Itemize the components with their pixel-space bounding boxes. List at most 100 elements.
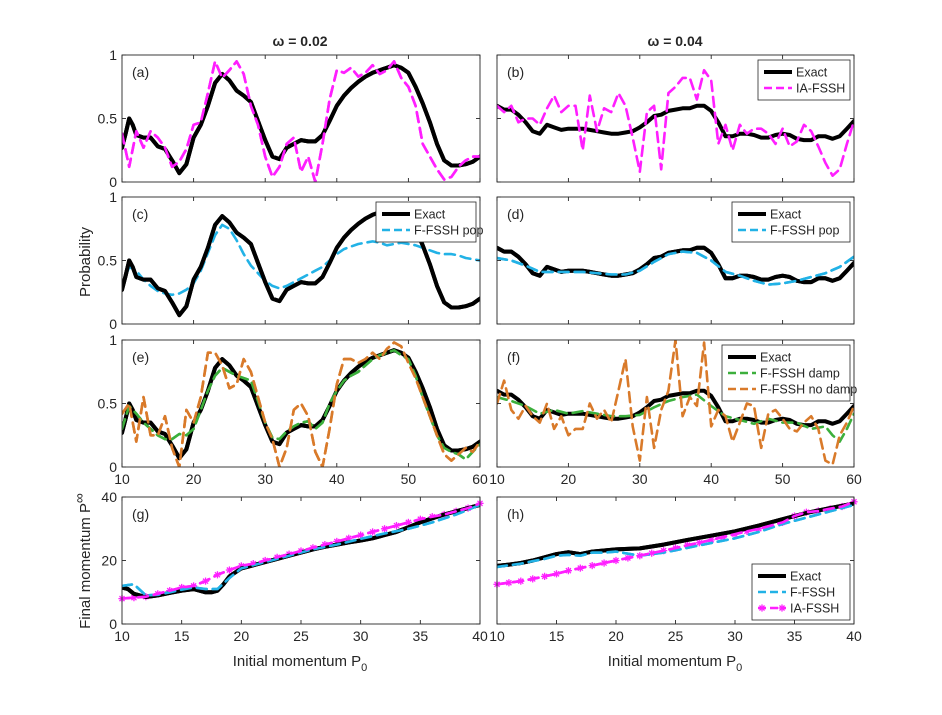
panel-b: (b) Exact IA-FSSH: [496, 54, 855, 183]
ytick-label-g-0: 0: [109, 616, 117, 632]
xlabel-right-text: Initial momentum P: [608, 653, 736, 670]
ylabel-final-momentum: Final momentum P∞: [71, 493, 94, 629]
series-line-h-ia-front: [497, 500, 854, 586]
panel-label-c: (c): [132, 206, 148, 222]
xtick-label-f-5: 60: [846, 471, 862, 487]
legend-box-c: [375, 201, 477, 243]
legend-box-d: [731, 201, 851, 243]
panel-g: 10 15 20 25 30 35 40 0 20 40 (g): [101, 489, 488, 644]
panel-h: 10 15 20 25 30 35 40 (h) Exact F-FSSH IA-FSSH: [489, 496, 862, 644]
legend-label-d-1: F-FSSH pop: [770, 224, 840, 238]
legend-box-b: [757, 59, 851, 101]
legend-h: Exact F-FSSH IA-FSSH: [751, 563, 851, 621]
panel-label-g: (g): [132, 506, 149, 522]
legend-label-b-1: IA-FSSH: [796, 82, 845, 96]
ytick-label-c-1: 0.5: [98, 253, 118, 269]
ytick-label-c-2: 1: [109, 189, 117, 205]
xtick-label-g-2: 20: [234, 628, 250, 644]
col-title-right: ω = 0.04: [647, 33, 702, 49]
xtick-label-h-2: 20: [608, 628, 624, 644]
xtick-label-f-1: 20: [561, 471, 577, 487]
xtick-label-f-0: 10: [489, 471, 505, 487]
ylabel-final-sub: ∞: [71, 493, 87, 503]
panel-e: 10 20 30 40 50 60 0 0.5 1 (e): [98, 332, 488, 487]
xtick-label-h-0: 10: [489, 628, 505, 644]
panel-label-f: (f): [507, 349, 520, 365]
xlabel-left-sub: 0: [361, 662, 367, 674]
ytick-label-g-1: 20: [101, 553, 117, 569]
panel-d: (d) Exact F-FSSH pop: [496, 196, 855, 325]
xtick-label-h-3: 25: [668, 628, 684, 644]
legend-f: Exact F-FSSH damp F-FSSH no damp: [721, 344, 857, 402]
xtick-label-h-5: 35: [787, 628, 803, 644]
xlabel-left-text: Initial momentum P: [233, 653, 361, 670]
xtick-label-g-5: 35: [413, 628, 429, 644]
panel-label-a: (a): [132, 64, 149, 80]
legend-box-h: [751, 563, 851, 621]
legend-label-c-0: Exact: [414, 208, 446, 222]
series-line-e-exact-front: [122, 348, 480, 461]
ytick-label-e-0: 0: [109, 459, 117, 475]
xtick-label-g-3: 25: [293, 628, 309, 644]
panels: 0 0.5 1 (a) (b) Exact IA-FSSH 0 0.5 1 (c) Exact F-FS…: [98, 47, 862, 644]
series-line-f-f-fssh-no-damp: [497, 340, 854, 466]
xtick-label-g-4: 30: [353, 628, 369, 644]
legend-label-f-1: F-FSSH damp: [760, 367, 840, 381]
panel-label-e: (e): [132, 349, 149, 365]
legend-marker-h-2-b: [778, 604, 786, 612]
xtick-label-h-6: 40: [846, 628, 862, 644]
ytick-label-g-2: 40: [101, 489, 117, 505]
xtick-label-e-2: 30: [257, 471, 273, 487]
xtick-label-h-1: 15: [549, 628, 565, 644]
legend-label-f-0: Exact: [760, 351, 792, 365]
series-line-c-f-fssh-pop: [122, 223, 480, 297]
legend-b: Exact IA-FSSH: [757, 59, 851, 101]
panel-f: 10 20 30 40 50 60 (f) Exact F-FSSH damp F-FSSH no…: [489, 339, 862, 487]
legend-label-h-0: Exact: [790, 570, 822, 584]
panel-c: 0 0.5 1 (c) Exact F-FSSH pop: [98, 189, 484, 332]
xtick-label-g-6: 40: [472, 628, 488, 644]
legend-label-c-1: F-FSSH pop: [414, 224, 484, 238]
legend-label-h-1: F-FSSH: [790, 586, 835, 600]
series-line-g-ia-front: [122, 502, 480, 600]
series-line-g-ffssh-front: [122, 503, 480, 597]
xtick-label-e-5: 60: [472, 471, 488, 487]
ylabel-probability: Probability: [77, 226, 94, 297]
legend-marker-h-2-a: [758, 604, 766, 612]
xtick-label-h-4: 30: [727, 628, 743, 644]
xtick-label-e-3: 40: [329, 471, 345, 487]
ytick-label-a-0: 0: [109, 174, 117, 190]
plot-area-g: [122, 497, 480, 624]
xtick-label-g-0: 10: [114, 628, 130, 644]
panel-a: 0 0.5 1 (a): [98, 47, 481, 190]
xlabel-right: Initial momentum P0: [608, 653, 743, 674]
xtick-label-g-1: 15: [174, 628, 190, 644]
panel-label-b: (b): [507, 64, 524, 80]
ytick-label-e-1: 0.5: [98, 396, 118, 412]
panel-label-h: (h): [507, 506, 524, 522]
ytick-label-a-1: 0.5: [98, 111, 118, 127]
legend-label-f-2: F-FSSH no damp: [760, 383, 857, 397]
series-line-h-ffssh-front: [497, 503, 854, 569]
xlabel-left: Initial momentum P0: [233, 653, 368, 674]
ytick-label-c-0: 0: [109, 316, 117, 332]
series-line-a-ia-front: [122, 60, 480, 182]
xtick-label-f-3: 40: [703, 471, 719, 487]
series-line-e-nodamp-front: [122, 341, 480, 467]
svg-text:Final momentum P∞: Final momentum P∞: [71, 493, 94, 629]
series-line-d-ffssh-front: [497, 250, 854, 286]
col-title-left: ω = 0.02: [272, 33, 327, 49]
ytick-label-e-2: 1: [109, 332, 117, 348]
xlabel-right-sub: 0: [736, 662, 742, 674]
xtick-label-e-0: 10: [114, 471, 130, 487]
series-line-f-exact: [497, 388, 854, 428]
panel-label-d: (d): [507, 206, 524, 222]
xtick-label-e-1: 20: [186, 471, 202, 487]
ytick-label-a-2: 1: [109, 47, 117, 63]
legend-d: Exact F-FSSH pop: [731, 201, 851, 243]
legend-label-h-2: IA-FSSH: [790, 602, 839, 616]
plot-area-e: [122, 340, 480, 467]
ylabel-final-text: Final momentum P: [77, 503, 94, 629]
legend-label-d-0: Exact: [770, 208, 802, 222]
